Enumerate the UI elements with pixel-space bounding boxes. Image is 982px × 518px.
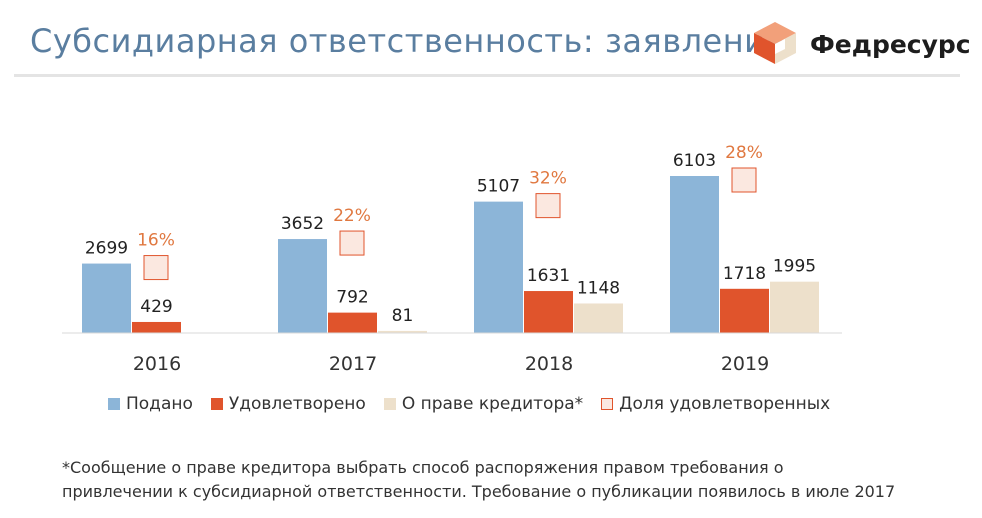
page-title: Субсидиарная ответственность: заявления xyxy=(30,22,786,60)
bar-granted-2017 xyxy=(328,312,377,333)
data-label-granted-2018: 1631 xyxy=(527,266,570,286)
data-label-granted-2019: 1718 xyxy=(723,264,766,284)
data-label-granted-2016: 429 xyxy=(140,297,172,317)
legend-item-creditor: О праве кредитора* xyxy=(383,394,584,414)
share-label-2017: 22% xyxy=(333,206,371,226)
legend-label-granted: Удовлетворено xyxy=(228,394,366,414)
bar-creditor-2017 xyxy=(378,330,427,333)
logo: Федресурс xyxy=(752,20,971,66)
bar-creditor-2019 xyxy=(770,281,819,333)
legend-swatch-filed xyxy=(108,398,120,410)
chart-legend: Подано Удовлетворено О праве кредитора* … xyxy=(108,394,848,414)
data-label-creditor-2017: 81 xyxy=(392,306,414,326)
x-tick-label-2016: 2016 xyxy=(133,353,181,375)
bar-chart: 2699 429 16% 2016 3652 792 81 22% 2017 5107 1631 11… xyxy=(62,143,842,375)
legend-item-filed: Подано xyxy=(108,394,193,414)
share-marker-2017 xyxy=(339,230,365,256)
bar-granted-2019 xyxy=(720,288,769,333)
x-tick-label-2019: 2019 xyxy=(721,353,769,375)
data-label-creditor-2019: 1995 xyxy=(773,257,816,277)
header-divider xyxy=(14,74,960,77)
share-label-2018: 32% xyxy=(529,169,567,189)
data-label-filed-2018: 5107 xyxy=(477,177,520,197)
data-label-creditor-2018: 1148 xyxy=(577,278,620,298)
data-label-filed-2016: 2699 xyxy=(85,239,128,259)
share-label-2019: 28% xyxy=(725,143,763,163)
legend-item-granted: Удовлетворено xyxy=(210,394,366,414)
legend-label-filed: Подано xyxy=(126,394,193,414)
bar-filed-2017 xyxy=(278,239,327,333)
footnote: *Сообщение о праве кредитора выбрать спо… xyxy=(62,456,942,504)
legend-label-share: Доля удовлетворенных xyxy=(619,394,831,414)
bar-creditor-2018 xyxy=(574,303,623,333)
bar-filed-2018 xyxy=(474,201,523,333)
legend-swatch-granted xyxy=(210,398,223,410)
legend-swatch-creditor xyxy=(383,398,396,410)
footnote-line-2: привлечении к субсидиарной ответственнос… xyxy=(62,482,896,501)
x-tick-label-2017: 2017 xyxy=(329,353,377,375)
bar-granted-2016 xyxy=(132,321,181,333)
share-label-2016: 16% xyxy=(137,231,175,251)
fedresurs-logo-icon xyxy=(754,22,796,64)
legend-label-creditor: О праве кредитора* xyxy=(401,394,584,414)
share-marker-2016 xyxy=(143,255,169,281)
footnote-line-1: *Сообщение о праве кредитора выбрать спо… xyxy=(62,458,784,477)
legend-item-share: Доля удовлетворенных xyxy=(601,394,830,414)
legend-swatch-share xyxy=(601,398,614,410)
bar-filed-2019 xyxy=(670,176,719,333)
brand-name: Федресурс xyxy=(810,30,971,59)
data-label-granted-2017: 792 xyxy=(336,288,368,308)
bar-filed-2016 xyxy=(82,263,131,333)
bar-granted-2018 xyxy=(524,291,573,333)
share-marker-2019 xyxy=(731,167,757,193)
x-tick-label-2018: 2018 xyxy=(525,353,573,375)
share-marker-2018 xyxy=(535,193,561,219)
data-label-filed-2019: 6103 xyxy=(673,151,716,171)
data-label-filed-2017: 3652 xyxy=(281,214,324,234)
